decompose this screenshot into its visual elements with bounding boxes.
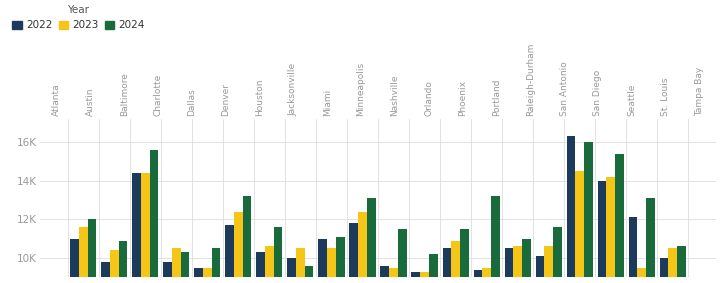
Bar [474,270,482,283]
Text: San Antonio: San Antonio [559,61,569,116]
Bar [150,150,158,283]
Bar [615,154,624,283]
Text: Denver: Denver [221,83,230,116]
Bar [677,246,685,283]
Bar [598,181,606,283]
Bar [629,217,637,283]
Bar [274,227,282,283]
Text: Orlando: Orlando [424,80,433,116]
Bar [553,227,562,283]
Bar [522,239,531,283]
Bar [412,272,420,283]
Bar [575,171,584,283]
Bar [420,272,429,283]
Bar [606,177,615,283]
Text: Austin: Austin [86,87,95,116]
Bar [225,225,234,283]
Bar [194,268,203,283]
Bar [443,248,451,283]
Bar [256,252,265,283]
Bar [203,268,212,283]
Bar [380,266,390,283]
Text: Seattle: Seattle [627,84,636,116]
Bar [668,248,677,283]
Bar [287,258,296,283]
Bar [646,198,654,283]
Bar [451,241,460,283]
Bar [181,252,189,283]
Bar [637,268,646,283]
Bar [79,227,88,283]
Bar [482,268,491,283]
Bar [513,246,522,283]
Text: Portland: Portland [492,78,501,116]
Bar [296,248,305,283]
Bar [318,239,327,283]
Bar [163,262,172,283]
Text: Raleigh-Durham: Raleigh-Durham [526,43,535,116]
Text: Nashville: Nashville [390,74,400,116]
Text: San Diego: San Diego [593,70,603,116]
Bar [505,248,513,283]
Bar [71,239,79,283]
Bar [398,229,407,283]
Bar [265,246,274,283]
Bar [660,258,668,283]
Text: Atlanta: Atlanta [52,83,61,116]
Bar [567,136,575,283]
Text: Tampa Bay: Tampa Bay [695,67,704,116]
Bar [212,248,220,283]
Bar [491,196,500,283]
Text: Dallas: Dallas [187,88,197,116]
Text: St. Louis: St. Louis [661,78,670,116]
Bar [366,198,376,283]
Bar [132,173,141,283]
Bar [110,250,119,283]
Bar [358,212,366,283]
Bar [172,248,181,283]
Bar [336,237,344,283]
Bar [584,142,593,283]
Bar [349,223,358,283]
Bar [536,256,544,283]
Bar [305,266,313,283]
Bar [102,262,110,283]
Legend: 2022, 2023, 2024: 2022, 2023, 2024 [12,5,145,30]
Text: Phoenix: Phoenix [458,80,467,116]
Text: Minneapolis: Minneapolis [356,62,366,116]
Text: Charlotte: Charlotte [153,74,163,116]
Bar [234,212,243,283]
Text: Jacksonville: Jacksonville [289,63,298,116]
Bar [243,196,251,283]
Text: Miami: Miami [323,89,332,116]
Bar [141,173,150,283]
Bar [390,268,398,283]
Bar [119,241,127,283]
Bar [429,254,438,283]
Bar [88,219,96,283]
Text: Houston: Houston [255,78,264,116]
Bar [460,229,469,283]
Bar [327,248,336,283]
Bar [544,246,553,283]
Text: Baltimore: Baltimore [120,72,129,116]
